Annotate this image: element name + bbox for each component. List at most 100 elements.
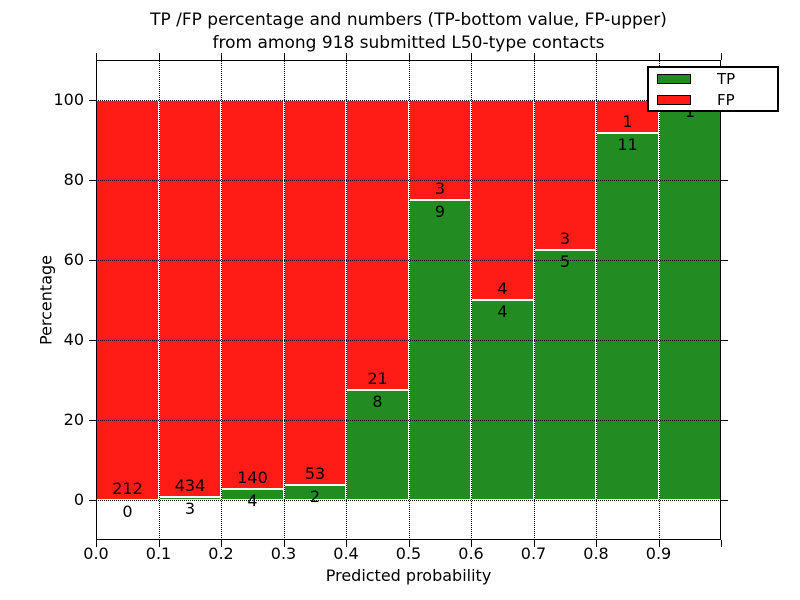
gridline-v bbox=[533, 60, 535, 540]
gridline-h bbox=[96, 420, 721, 421]
y-tick-label: 20 bbox=[63, 410, 84, 429]
x-tick-label: 0.4 bbox=[333, 544, 359, 563]
gridline-h bbox=[96, 180, 721, 181]
bar-segment-tp bbox=[346, 389, 409, 500]
x-tick-label: 0.0 bbox=[83, 544, 109, 563]
x-tick-mark-top bbox=[533, 53, 535, 60]
x-tick-mark bbox=[533, 540, 535, 547]
fp-count-label: 3 bbox=[559, 229, 571, 248]
gridline-v bbox=[471, 60, 472, 540]
tp-count-label: 2 bbox=[309, 487, 321, 507]
x-tick-mark bbox=[658, 540, 660, 547]
y-tick-mark-right bbox=[721, 500, 728, 501]
x-tick-mark-top bbox=[471, 53, 472, 60]
bar-segment-tp bbox=[533, 250, 596, 500]
x-tick-label: 0.6 bbox=[458, 544, 484, 563]
fp-count-label: 4 bbox=[497, 279, 508, 298]
gridline-h bbox=[96, 340, 721, 341]
fp-count-label: 3 bbox=[434, 179, 446, 198]
y-tick-mark bbox=[89, 500, 96, 501]
x-tick-mark-top bbox=[283, 53, 285, 60]
fp-count-label: 1 bbox=[622, 112, 633, 132]
tp-count-label: 8 bbox=[372, 391, 383, 411]
tp-count-label: 11 bbox=[617, 135, 638, 155]
x-tick-mark bbox=[721, 540, 722, 547]
x-tick-label: 0.5 bbox=[395, 544, 422, 563]
fp-count-label: 434 bbox=[174, 476, 206, 496]
x-tick-mark-top bbox=[158, 53, 160, 60]
gridline-v bbox=[283, 60, 285, 540]
x-tick-label: 0.7 bbox=[520, 544, 547, 563]
legend-swatch-fp bbox=[657, 94, 691, 105]
fp-count-label: 140 bbox=[237, 467, 268, 487]
gridline-h bbox=[96, 100, 721, 101]
y-tick-label: 0 bbox=[73, 490, 84, 509]
x-tick-label: 0.3 bbox=[270, 544, 297, 563]
bar-segment-fp bbox=[158, 100, 221, 498]
gridline-v bbox=[346, 60, 347, 540]
tp-count-label: 3 bbox=[184, 499, 196, 519]
x-tick-mark-top bbox=[658, 53, 660, 60]
y-tick-label: 80 bbox=[63, 170, 84, 189]
bar-segment-fp bbox=[533, 100, 596, 250]
bar-segment-fp bbox=[96, 100, 159, 500]
x-tick-mark bbox=[158, 540, 160, 547]
x-tick-label: 0.8 bbox=[583, 544, 609, 563]
x-tick-mark bbox=[283, 540, 285, 547]
x-tick-label: 0.1 bbox=[145, 544, 172, 563]
bar-segment-tp bbox=[471, 300, 534, 500]
bar-segment-tp bbox=[408, 200, 471, 500]
y-tick-mark-right bbox=[721, 420, 728, 421]
gridline-v bbox=[158, 60, 160, 540]
bar-segment-fp bbox=[346, 100, 409, 390]
x-tick-mark-top bbox=[721, 53, 722, 60]
x-tick-mark-top bbox=[96, 53, 97, 60]
x-tick-label: 0.2 bbox=[208, 544, 234, 563]
legend-swatch-tp bbox=[657, 73, 691, 84]
y-tick-mark-right bbox=[721, 180, 728, 181]
y-tick-mark bbox=[89, 340, 96, 341]
x-tick-mark bbox=[346, 540, 347, 547]
y-tick-mark bbox=[89, 260, 96, 261]
gridline-v bbox=[658, 60, 660, 540]
x-tick-mark-top bbox=[408, 53, 410, 60]
y-tick-label: 40 bbox=[63, 330, 84, 349]
x-tick-mark bbox=[96, 540, 97, 547]
y-tick-label: 60 bbox=[63, 250, 84, 269]
chart-title-line1: TP /FP percentage and numbers (TP-bottom… bbox=[150, 10, 667, 30]
legend-row-fp: FP bbox=[649, 92, 777, 108]
gridline-v bbox=[221, 60, 222, 540]
legend-label-fp: FP bbox=[717, 90, 735, 109]
gridline-v bbox=[408, 60, 410, 540]
x-tick-label: 0.9 bbox=[645, 544, 672, 563]
chart-title-line2: from among 918 submitted L50-type contac… bbox=[212, 33, 605, 53]
bar-segment-tp bbox=[658, 100, 721, 500]
legend: TP FP bbox=[647, 66, 779, 112]
tp-count-label: 9 bbox=[434, 202, 446, 221]
tp-count-label: 4 bbox=[247, 490, 258, 510]
gridline-h bbox=[96, 260, 721, 261]
bar-segment-tp bbox=[596, 133, 659, 500]
gridline-h bbox=[96, 500, 721, 501]
y-tick-mark bbox=[89, 180, 96, 181]
y-tick-mark-right bbox=[721, 340, 728, 341]
bar-segment-fp bbox=[221, 100, 284, 489]
chart-title: TP /FP percentage and numbers (TP-bottom… bbox=[96, 9, 721, 55]
y-tick-mark-right bbox=[721, 260, 728, 261]
fp-count-label: 53 bbox=[304, 464, 326, 484]
gridline-v bbox=[596, 60, 597, 540]
tp-count-label: 5 bbox=[559, 252, 571, 271]
x-tick-mark-top bbox=[596, 53, 597, 60]
bar-segment-fp bbox=[283, 100, 346, 486]
x-tick-mark-top bbox=[221, 53, 222, 60]
plot-area: 21204343140453221839443511101 bbox=[96, 60, 721, 540]
x-tick-mark-top bbox=[346, 53, 347, 60]
x-tick-mark bbox=[221, 540, 222, 547]
y-tick-mark bbox=[89, 100, 96, 101]
x-tick-mark bbox=[471, 540, 472, 547]
fp-count-label: 212 bbox=[112, 479, 143, 498]
legend-label-tp: TP bbox=[717, 69, 736, 88]
bar-segment-fp bbox=[471, 100, 534, 300]
fp-count-label: 21 bbox=[367, 368, 388, 388]
